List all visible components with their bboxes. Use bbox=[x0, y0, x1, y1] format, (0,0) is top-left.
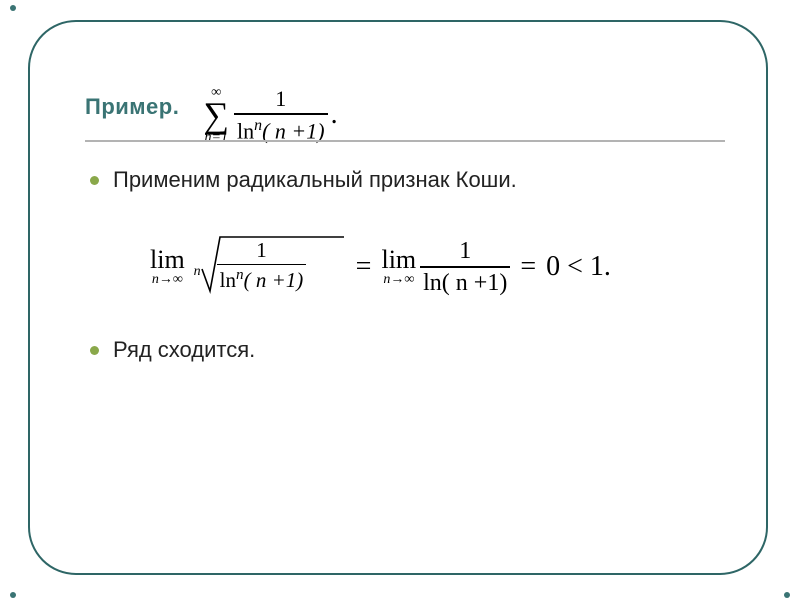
equals-2: = bbox=[514, 251, 542, 283]
limit-left: lim n→∞ bbox=[150, 247, 185, 287]
bullet-text-2: Ряд сходится. bbox=[113, 337, 255, 363]
bullet-item-2: Ряд сходится. bbox=[90, 337, 706, 363]
root-fraction: 1 lnn( n +1) bbox=[217, 239, 307, 293]
equals-1: = bbox=[350, 251, 378, 283]
corner-dot-tl bbox=[10, 5, 16, 11]
limit-right: lim n→∞ bbox=[381, 247, 416, 287]
rhs-fraction: 1 ln( n +1) bbox=[420, 238, 510, 296]
formula-period: . bbox=[331, 99, 338, 131]
sigma-symbol: ∑ bbox=[203, 100, 229, 131]
limit-result: 0 < 1. bbox=[546, 251, 611, 283]
nth-root: n 1 lnn( n +1) bbox=[189, 233, 346, 301]
series-fraction: 1 lnn( n +1) bbox=[234, 87, 328, 143]
bullet-icon bbox=[90, 346, 99, 355]
corner-dot-br bbox=[784, 592, 790, 598]
bullet-text-1: Применим радикальный признак Коши. bbox=[113, 167, 517, 193]
corner-dot-bl bbox=[10, 592, 16, 598]
bullet-icon bbox=[90, 176, 99, 185]
series-numerator: 1 bbox=[273, 87, 288, 111]
sigma-lower: n=1 bbox=[204, 131, 227, 145]
root-index: n bbox=[194, 264, 201, 280]
slide-header: Пример. ∞ ∑ n=1 1 lnn( n +1) . bbox=[85, 70, 711, 145]
slide-body: Применим радикальный признак Коши. lim n… bbox=[90, 167, 706, 403]
series-formula: ∞ ∑ n=1 1 lnn( n +1) . bbox=[203, 70, 337, 145]
slide-frame: Пример. ∞ ∑ n=1 1 lnn( n +1) . bbox=[28, 20, 768, 575]
slide-title: Пример. bbox=[85, 94, 179, 120]
header-underline bbox=[85, 140, 725, 142]
bullet-item-1: Применим радикальный признак Коши. bbox=[90, 167, 706, 193]
limit-calculation: lim n→∞ n 1 lnn( n +1) bbox=[150, 233, 706, 301]
